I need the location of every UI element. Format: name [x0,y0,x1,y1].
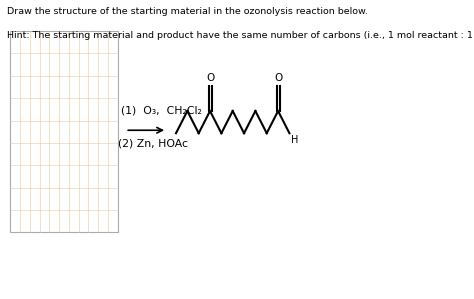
Text: Hint: The starting material and product have the same number of carbons (i.e., 1: Hint: The starting material and product … [8,31,474,40]
Text: Draw the structure of the starting material in the ozonolysis reaction below.: Draw the structure of the starting mater… [8,7,368,16]
Bar [10,31,118,232]
Text: H: H [291,135,298,145]
Text: (1)  O₃,  CH₂Cl₂: (1) O₃, CH₂Cl₂ [121,106,201,116]
Text: O: O [206,73,214,83]
Text: (2) Zn, HOAc: (2) Zn, HOAc [118,138,188,149]
Text: O: O [274,73,282,83]
